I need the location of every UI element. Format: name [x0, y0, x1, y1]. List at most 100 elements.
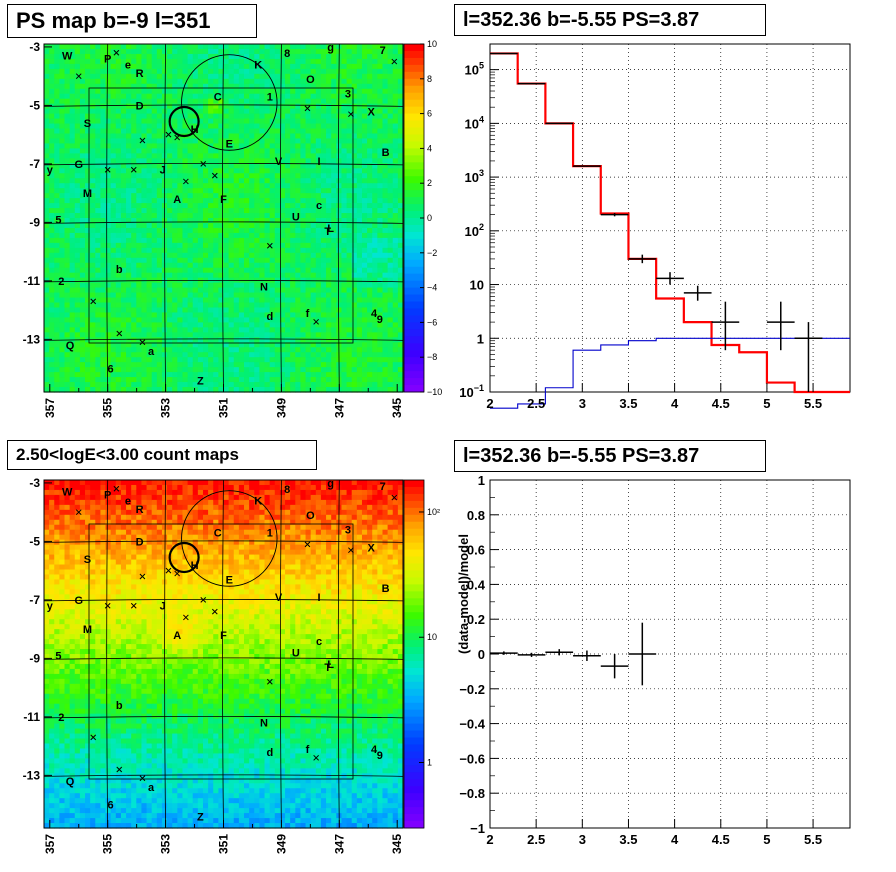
heatmap-cell [187, 198, 194, 204]
heatmap-cell [264, 118, 271, 125]
heatmap-cell [341, 237, 348, 244]
heatmap-cell [372, 312, 378, 319]
heatmap-cell [90, 277, 96, 284]
heatmap-cell [136, 262, 143, 269]
heatmap-cell [115, 287, 122, 294]
heatmap-cell [192, 382, 199, 388]
heatmap-cell [387, 63, 394, 70]
heatmap-cell [392, 242, 399, 249]
heatmap-cell [382, 222, 389, 229]
heatmap-cell [285, 317, 291, 323]
heatmap-cell [120, 53, 127, 60]
heatmap-cell [197, 222, 204, 229]
heatmap-cell [100, 138, 107, 145]
heatmap-cell [126, 98, 132, 105]
source-label: 5 [55, 214, 61, 226]
heatmap-cell [300, 307, 307, 314]
heatmap-cell [110, 337, 117, 343]
heatmap-cell [341, 337, 348, 343]
heatmap-cell [346, 108, 353, 115]
heatmap-cell [131, 183, 137, 189]
heatmap-cell [279, 88, 286, 95]
heatmap-cell [300, 188, 307, 194]
heatmap-cell [382, 292, 389, 299]
heatmap-cell [110, 307, 117, 314]
heatmap-cell [274, 232, 281, 239]
heatmap-cell [151, 123, 158, 130]
heatmap-cell [372, 83, 378, 90]
heatmap-cell [192, 198, 199, 204]
heatmap-cell [372, 247, 378, 254]
heatmap-cell [254, 48, 260, 55]
heatmap-cell [382, 302, 389, 309]
heatmap-cell [346, 232, 353, 239]
heatmap-cell [223, 322, 230, 328]
heatmap-cell [90, 387, 96, 393]
heatmap-cell [95, 257, 102, 264]
heatmap-cell [59, 44, 66, 50]
heatmap-cell [69, 88, 76, 95]
heatmap-cell [254, 44, 260, 50]
heatmap-cell [326, 317, 332, 323]
heatmap-cell [141, 297, 148, 304]
heatmap-cell [382, 247, 389, 254]
heatmap-cell [120, 282, 127, 289]
heatmap-cell [259, 387, 266, 393]
heatmap-cell [59, 158, 66, 164]
heatmap-cell [387, 362, 394, 368]
heatmap-cell [90, 178, 96, 184]
heatmap-cell [54, 372, 60, 378]
heatmap-cell [269, 352, 276, 358]
heatmap-cell [367, 347, 373, 353]
heatmap-cell [100, 68, 107, 75]
heatmap-cell [372, 63, 378, 70]
heatmap-cell [285, 138, 291, 145]
heatmap-cell [392, 148, 399, 154]
heatmap-cell [233, 213, 240, 219]
heatmap-cell [377, 88, 384, 95]
heatmap-cell [110, 367, 117, 373]
heatmap-cell [305, 242, 312, 249]
heatmap-cell [238, 78, 245, 85]
heatmap-cell [115, 44, 122, 50]
heatmap-cell [85, 108, 91, 115]
heatmap-cell [305, 362, 312, 368]
heatmap-cell [331, 143, 337, 149]
heatmap-cell [254, 153, 260, 159]
heatmap-cell [372, 108, 378, 115]
heatmap-cell [326, 203, 332, 209]
heatmap-cell [331, 262, 337, 269]
heatmap-cell [223, 158, 230, 164]
heatmap-cell [110, 108, 117, 115]
heatmap-cell [295, 44, 302, 50]
heatmap-cell [69, 128, 76, 135]
heatmap-cell [285, 377, 291, 383]
heatmap-cell [218, 232, 225, 239]
heatmap-cell [105, 188, 112, 194]
heatmap-cell [285, 163, 291, 169]
heatmap-cell [208, 83, 214, 90]
heatmap-cell [351, 317, 358, 323]
heatmap-cell [372, 377, 378, 383]
heatmap-cell [290, 227, 296, 234]
heatmap-cell [259, 262, 266, 269]
heatmap-cell [208, 73, 214, 80]
heatmap-cell [85, 327, 91, 333]
heatmap-cell [161, 367, 168, 373]
heatmap-cell [387, 352, 394, 358]
heatmap-cell [341, 297, 348, 304]
heatmap-cell [146, 113, 153, 120]
heatmap-cell [387, 262, 394, 269]
heatmap-cell [315, 287, 322, 294]
heatmap-cell [254, 272, 260, 279]
heatmap-cell [202, 352, 209, 358]
heatmap-cell [382, 232, 389, 239]
heatmap-cell [69, 193, 76, 199]
heatmap-cell [208, 382, 214, 388]
heatmap-cell [44, 138, 50, 145]
heatmap-cell [136, 312, 143, 319]
heatmap-cell [331, 163, 337, 169]
heatmap-cell [156, 48, 163, 55]
heatmap-cell [290, 367, 296, 373]
heatmap-cell [90, 118, 96, 125]
